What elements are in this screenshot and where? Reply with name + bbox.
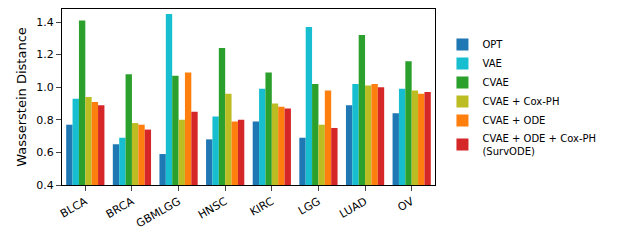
svg-text:OV: OV (396, 195, 417, 214)
svg-text:Wasserstein Distance: Wasserstein Distance (14, 27, 29, 167)
svg-text:OPT: OPT (482, 39, 503, 50)
svg-text:CVAE + ODE + Cox-PH(SurvODE): CVAE + ODE + Cox-PH(SurvODE) (482, 133, 596, 157)
svg-text:CVAE: CVAE (482, 77, 508, 88)
svg-text:GBMLGG: GBMLGG (134, 195, 183, 231)
svg-text:VAE: VAE (482, 58, 501, 69)
svg-text:1.2: 1.2 (36, 48, 54, 61)
svg-text:LGG: LGG (296, 195, 323, 218)
svg-text:1.0: 1.0 (36, 81, 54, 94)
svg-text:BLCA: BLCA (58, 195, 90, 221)
svg-text:KIRC: KIRC (248, 195, 277, 219)
svg-text:0.4: 0.4 (36, 179, 54, 192)
svg-text:0.6: 0.6 (36, 146, 54, 159)
svg-text:CVAE + ODE: CVAE + ODE (482, 115, 545, 126)
svg-text:CVAE + Cox-PH: CVAE + Cox-PH (482, 96, 559, 107)
svg-text:1.4: 1.4 (36, 16, 54, 29)
svg-text:BRCA: BRCA (104, 195, 137, 221)
svg-text:0.8: 0.8 (36, 114, 54, 127)
svg-text:HNSC: HNSC (196, 195, 230, 222)
svg-text:LUAD: LUAD (337, 195, 369, 221)
